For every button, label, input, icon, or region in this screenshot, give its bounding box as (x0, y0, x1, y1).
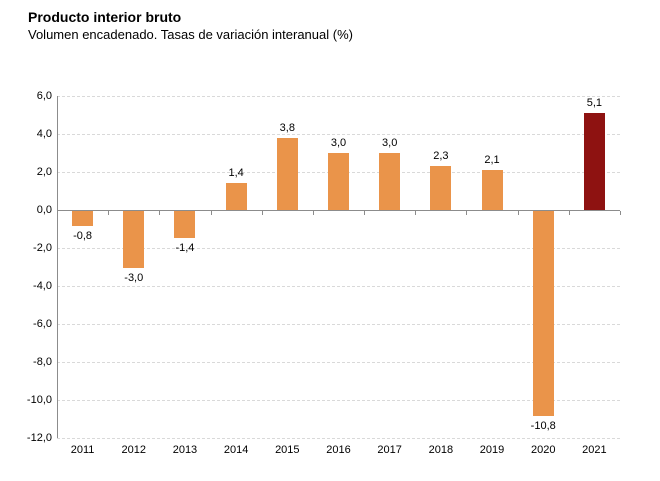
x-axis-tick (159, 211, 161, 215)
x-axis-zero-line (57, 210, 620, 211)
y-axis-label: 0,0 (36, 204, 52, 216)
x-axis-label-2021: 2021 (582, 444, 607, 456)
y-axis-label: 2,0 (36, 166, 52, 178)
gridline--6,0 (57, 324, 620, 325)
x-axis-label-2014: 2014 (223, 444, 249, 456)
gridline--2,0 (57, 248, 620, 249)
y-axis-label: -8,0 (33, 356, 52, 368)
bar-value-label-2020: -10,8 (530, 420, 556, 433)
bar-value-label-2014: 1,4 (228, 167, 244, 180)
y-axis-label: 4,0 (36, 128, 52, 140)
bar-2018 (430, 166, 452, 210)
gridline--12,0 (57, 438, 620, 439)
y-axis-label: 6,0 (36, 90, 52, 102)
x-axis-label-2011: 2011 (70, 444, 95, 456)
x-axis-tick (568, 211, 570, 215)
bar-value-label-2012: -3,0 (124, 272, 144, 284)
bar-value-label-2021: 5,1 (586, 97, 603, 110)
x-axis-tick (312, 211, 314, 215)
bar-value-label-2013: -1,4 (175, 241, 195, 254)
y-axis-line (57, 96, 58, 438)
x-axis-label-2013: 2013 (172, 444, 198, 456)
bar-2021 (583, 113, 605, 210)
bar-value-label-2019: 2,1 (484, 154, 500, 167)
gridline-4,0 (57, 134, 620, 135)
y-axis-label: -2,0 (33, 242, 52, 254)
chart-subtitle: Volumen encadenado. Tasas de variación i… (28, 27, 353, 42)
x-axis-tick (108, 211, 110, 215)
bar-value-label-2018: 2,3 (433, 150, 449, 163)
bar-2011 (72, 211, 94, 227)
x-axis-label-2017: 2017 (377, 444, 402, 456)
x-axis-tick (415, 211, 417, 215)
bar-value-label-2016: 3,0 (330, 137, 347, 149)
x-axis-tick (466, 211, 468, 215)
bar-2020 (532, 211, 554, 417)
x-axis-tick (364, 211, 366, 215)
x-axis-tick (620, 211, 621, 215)
y-axis-label: -10,0 (26, 394, 52, 406)
bar-value-label-2011: -0,8 (73, 230, 93, 243)
y-axis-label: -12,0 (26, 432, 52, 444)
x-axis-tick (261, 211, 263, 215)
bar-value-label-2017: 3,0 (382, 137, 398, 149)
bar-2012 (123, 211, 145, 268)
x-axis-label-2012: 2012 (121, 444, 146, 456)
bar-2013 (174, 211, 196, 238)
gridline--10,0 (57, 400, 620, 401)
x-axis-tick (210, 211, 212, 215)
x-axis-tick (517, 211, 519, 215)
bar-2015 (276, 137, 298, 210)
bar-2017 (379, 153, 401, 210)
bar-value-label-2015: 3,8 (279, 121, 295, 134)
y-axis-label: -6,0 (33, 318, 52, 330)
gridline-6,0 (57, 96, 620, 97)
bar-2016 (328, 153, 349, 210)
x-axis-label-2020: 2020 (530, 444, 556, 456)
bar-2019 (481, 170, 503, 210)
gridline--4,0 (57, 286, 620, 287)
y-axis-label: -4,0 (33, 280, 52, 292)
x-axis-label-2018: 2018 (428, 444, 454, 456)
bar-2014 (225, 183, 247, 210)
gridline--8,0 (57, 362, 620, 363)
x-axis-label-2015: 2015 (275, 444, 300, 456)
x-axis-label-2019: 2019 (479, 444, 505, 456)
x-axis-label-2016: 2016 (326, 444, 351, 456)
chart-title: Producto interior bruto (28, 9, 182, 25)
